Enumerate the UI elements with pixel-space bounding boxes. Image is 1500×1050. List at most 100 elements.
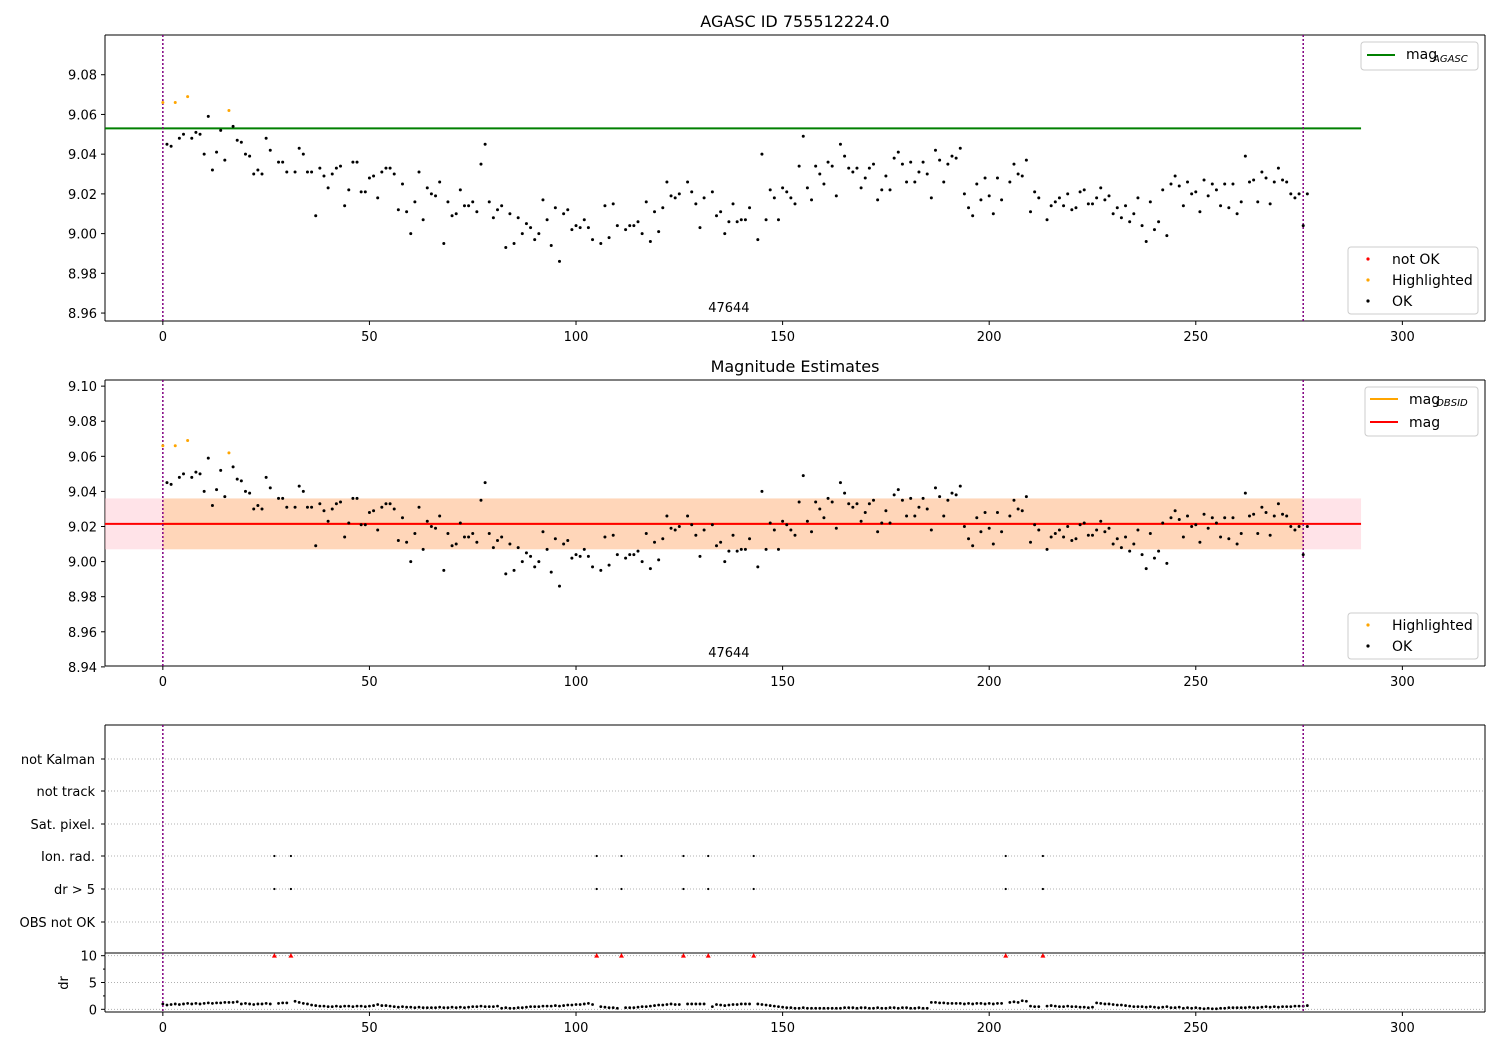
plot1-ok-point [1037,196,1041,200]
plot2-ok-point [929,528,933,532]
plot4-xtick-label: 300 [1390,1021,1415,1036]
plot2-ok-point [491,546,495,550]
plot4-dr-point [1140,1005,1144,1009]
plot1-ok-point [686,180,690,184]
plot2-ok-point [1206,526,1210,530]
plot1-ok-point [380,170,384,174]
plot4-dr-point [562,1004,566,1007]
plot2-ok-point [975,516,979,520]
plot2-ok-point [215,488,219,492]
plot1-ok-point [690,190,694,194]
plot2-ok-point [632,553,636,557]
plot1-ok-point [343,204,347,208]
plot4-dr-point [880,1006,884,1010]
plot4-dr-point [1024,999,1028,1003]
plot2-ok-point [277,496,281,500]
plot1-ok-point [822,182,826,186]
plot2-ok-point [339,500,343,504]
plot1-ok-point [264,136,268,140]
plot2-ok-point [1235,542,1239,546]
plot1-ok-point [1239,200,1243,204]
plot2-ok-point [533,565,537,569]
plot4-dr-point [541,1004,545,1008]
plot2-ok-point [1293,528,1297,532]
plot4-xtick-label: 100 [564,1021,589,1036]
plot1-ok-point [843,154,847,158]
plot4-dr-point [421,1006,425,1010]
plot1-ok-point [892,156,896,160]
plot2-ok-point [1111,542,1115,546]
plot1-ok-point [1305,192,1309,196]
plot4-dr-point [1078,1005,1082,1009]
plot2-ok-point [1214,521,1218,525]
plot2-ok-point [256,503,260,507]
plot4-dr-point [1016,1000,1020,1004]
plot4-dr-point [359,1004,363,1008]
plot4-dr-point [1115,1003,1119,1007]
plot2-ok-point [421,547,425,551]
plot4-dr-point [1248,1005,1251,1009]
plot4-xtick-label: 200 [977,1021,1002,1036]
plot2-ok-point [781,519,785,523]
plot2-ok-point [570,556,574,560]
plot4-dr-point [1190,1006,1194,1010]
plot2-ok-point [438,514,442,518]
plot2-ok-point [553,537,557,541]
plot2-ok-point [834,526,838,530]
plot2-ok-point [772,528,776,532]
plot1-ok-point [434,194,438,198]
plot2-ok-point [628,553,632,557]
plot4-dr-point [330,1005,334,1009]
plot4-dr-point [859,1006,863,1010]
plot1-ok-point [1169,182,1173,186]
plot1-ok-point [1115,206,1119,210]
plot4-dr-point [318,1004,322,1008]
plot2-ok-point [1053,532,1057,536]
plot1-ytick-label: 8.98 [68,267,97,282]
plot1-ok-point [648,240,652,244]
plot4-dr-point [256,1002,260,1006]
legend-mag-agasc-label: mag [1406,47,1437,63]
plot2-ok-point [458,521,462,525]
plot2-ok-point [318,502,322,506]
plot4-dr-point [182,1002,185,1006]
plot2-ok-point [487,532,491,536]
plot2-ok-point [719,540,723,544]
plot4-dr-point [677,1003,681,1006]
plot1-ok-point [950,154,954,158]
plot2-ok-point [669,526,673,530]
legend2-highlighted-marker [1366,623,1370,627]
plot2-ok-point [1219,535,1223,539]
plot4-xtick-label: 250 [1183,1021,1208,1036]
plot1-ok-point [1186,180,1190,184]
plot2-ok-point [512,568,516,572]
plot2-ok-point [714,544,718,548]
plot1-ok-point [553,206,557,210]
plot2-ok-point [1049,535,1053,539]
plot2-ok-point [1210,516,1214,520]
plot1-ok-point [884,174,888,178]
plot2-ok-point [566,539,570,543]
plot1-ok-point [562,212,566,216]
plot4-dr-point [1206,1006,1210,1010]
plot4-dr-point [1111,1003,1115,1006]
plot2-ok-point [983,510,987,514]
plot1-ok-point [500,204,504,208]
plot1-ok-point [454,212,458,216]
plot2-ok-point [851,505,855,509]
plot1-xtick-label: 250 [1183,330,1208,345]
legend-not-ok-marker [1366,257,1370,261]
plot2-ok-point [913,514,917,518]
plot2-ok-point [1119,546,1123,550]
plot1-point-legend: not OK Highlighted OK [1347,246,1479,315]
plot4-dr-point [430,1006,433,1010]
plot2-ok-point [657,558,661,562]
plot4-dr-point [1058,1005,1061,1009]
plot3-flag-point [707,854,710,858]
plot2-ok-point [698,554,702,558]
plot1-highlighted-point [227,108,231,112]
plot2-ok-point [231,465,235,469]
plot4-dr-point [1033,1005,1037,1009]
plot4-dr-point [640,1005,644,1009]
plot2-ytick-label: 8.98 [68,591,97,606]
